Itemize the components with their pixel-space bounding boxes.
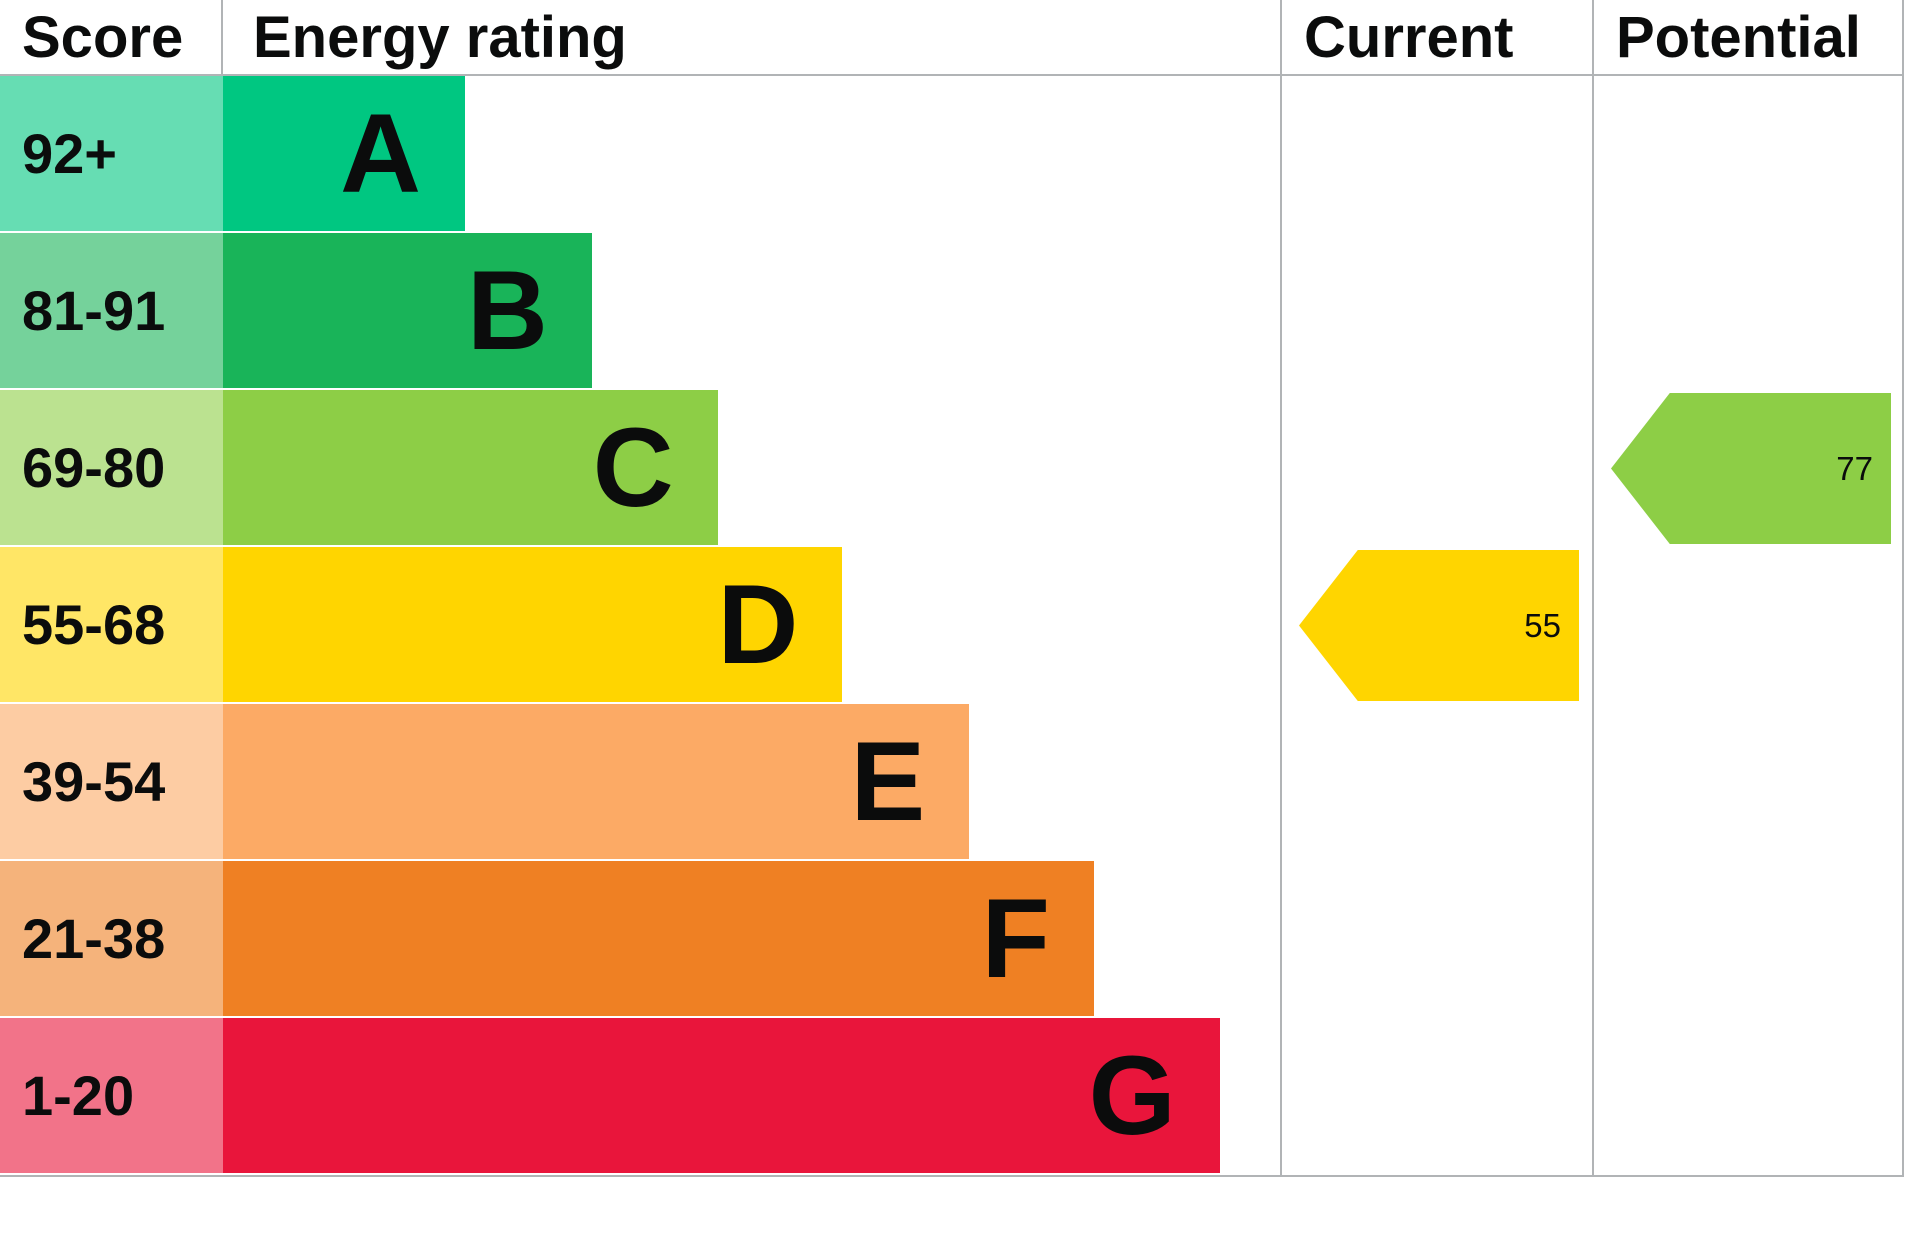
energy-band-bar: D	[223, 547, 843, 702]
energy-band-letter: F	[981, 875, 1050, 1001]
score-column-divider-line	[221, 0, 223, 76]
current-column-cell	[1280, 704, 1592, 861]
current-column-divider-line	[1280, 0, 1282, 1175]
score-range-label: 39-54	[0, 704, 223, 859]
energy-band-bar: E	[223, 704, 970, 859]
energy-band-bar: F	[223, 861, 1094, 1016]
potential-column-cell	[1592, 1018, 1904, 1175]
score-range-label: 69-80	[0, 390, 223, 545]
energy-band-area: C	[223, 390, 1280, 545]
energy-band-letter: G	[1088, 1032, 1176, 1158]
band-row: 21-38 F	[0, 861, 1904, 1018]
potential-column-cell	[1592, 76, 1904, 233]
band-row: 92+ A	[0, 76, 1904, 233]
energy-band-area: G	[223, 1018, 1280, 1173]
energy-band-letter: E	[850, 718, 926, 844]
energy-band-bar: C	[223, 390, 718, 545]
current-column-cell	[1280, 390, 1592, 547]
energy-band-bar: G	[223, 1018, 1220, 1173]
score-range-label: 55-68	[0, 547, 223, 702]
potential-column-cell	[1592, 704, 1904, 861]
score-range-label: 81-91	[0, 233, 223, 388]
potential-column-cell	[1592, 547, 1904, 704]
current-column-cell: 55	[1280, 547, 1592, 704]
potential-column-cell: 77	[1592, 390, 1904, 547]
current-rating-arrow: 55	[1299, 550, 1579, 701]
band-row: 1-20 G	[0, 1018, 1904, 1175]
energy-band-area: A	[223, 76, 1280, 231]
band-row: 81-91 B	[0, 233, 1904, 390]
band-row: 69-80 C 77	[0, 390, 1904, 547]
right-border-line	[1902, 0, 1904, 1175]
current-column-cell	[1280, 76, 1592, 233]
energy-band-letter: B	[467, 247, 548, 373]
score-range-label: 21-38	[0, 861, 223, 1016]
band-row: 55-68 D 55	[0, 547, 1904, 704]
potential-column-header: Potential	[1616, 4, 1861, 70]
potential-rating-arrow: 77	[1611, 393, 1891, 544]
energy-band-bar: A	[223, 76, 466, 231]
energy-band-area: F	[223, 861, 1280, 1016]
epc-energy-rating-chart: Score Energy rating Current Potential 92…	[0, 0, 1904, 1177]
potential-column-divider-line	[1592, 0, 1594, 1175]
energy-rating-column-header: Energy rating	[253, 4, 627, 70]
energy-band-letter: D	[717, 561, 799, 687]
current-column-cell	[1280, 1018, 1592, 1175]
score-range-label: 1-20	[0, 1018, 223, 1173]
potential-rating-value: 77	[1836, 450, 1873, 487]
current-column-cell	[1280, 861, 1592, 1018]
energy-band-bar: B	[223, 233, 592, 388]
energy-band-letter: A	[340, 90, 422, 216]
chart-header-row: Score Energy rating Current Potential	[0, 0, 1904, 76]
energy-band-area: B	[223, 233, 1280, 388]
current-column-header: Current	[1304, 4, 1514, 70]
score-range-label: 92+	[0, 76, 223, 231]
energy-band-area: D	[223, 547, 1280, 702]
current-column-cell	[1280, 233, 1592, 390]
current-rating-value: 55	[1524, 607, 1561, 644]
energy-band-area: E	[223, 704, 1280, 859]
potential-column-cell	[1592, 861, 1904, 1018]
band-row: 39-54 E	[0, 704, 1904, 861]
potential-column-cell	[1592, 233, 1904, 390]
score-column-header: Score	[22, 4, 184, 70]
energy-band-letter: C	[592, 404, 674, 530]
